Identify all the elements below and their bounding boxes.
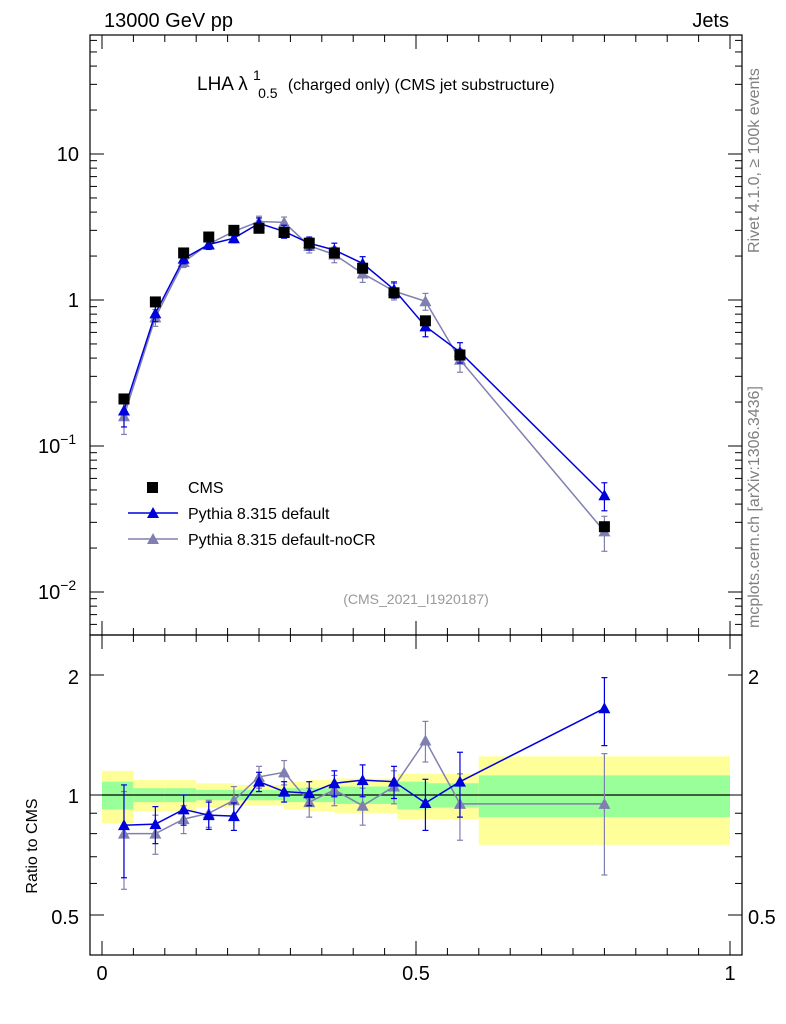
cms-point [388, 287, 400, 299]
header-right-label: Jets [692, 10, 729, 32]
legend-label-nocr: Pythia 8.315 default-noCR [188, 532, 376, 549]
rivet-version-label: Rivet 4.1.0, ≥ 100k events [746, 68, 763, 253]
nocr-ratio-point [356, 799, 369, 811]
cms-point [328, 247, 340, 259]
uncertainty-bands [102, 756, 730, 845]
title-rest: (charged only) (CMS jet substructure) [288, 77, 555, 94]
cms-point [303, 237, 315, 249]
analysis-id: (CMS_2021_I1920187) [343, 591, 489, 607]
cms-point [253, 222, 265, 234]
ytick-label-0.1-exp: −1 [60, 431, 76, 447]
xtick-label-0: 0 [96, 963, 107, 985]
default-ratio-point [598, 702, 611, 714]
default-ratio-line [123, 707, 605, 826]
ratio-ytick-label-0.5: 0.5 [51, 907, 79, 929]
default-ratio-point [388, 775, 401, 787]
ytick-label-0.1: 10−1 [38, 431, 76, 458]
ratio-ytick-label-2-right: 2 [748, 667, 759, 689]
default-ratio-point [419, 796, 432, 808]
ytick-label-0.01-exp: −2 [60, 577, 76, 593]
default-main-point [149, 307, 162, 319]
cms-point [178, 247, 190, 259]
cms-point [357, 262, 369, 274]
legend-label-default: Pythia 8.315 default [188, 506, 330, 523]
cms-point [149, 296, 161, 308]
default-ratio-point [117, 819, 130, 831]
default-ratio-point [227, 810, 240, 822]
default-ratio-point [303, 787, 316, 799]
ratio-ytick-label-1: 1 [68, 786, 79, 808]
default-ratio-point [253, 775, 265, 787]
ytick-label-1: 1 [68, 290, 79, 312]
nocr-ratio-point [278, 766, 291, 778]
plot-title: LHA λ 1 0.5 (charged only) (CMS jet subs… [197, 64, 555, 103]
nocr-main-point [278, 216, 291, 228]
default-main-point [598, 489, 611, 501]
nocr-main-line [123, 220, 605, 532]
cms-point [598, 521, 610, 533]
ratio-ytick-label-0.5-right: 0.5 [748, 907, 776, 929]
series-cms [118, 222, 610, 533]
default-ratio-point [149, 818, 162, 830]
legend-label-cms: CMS [188, 480, 224, 497]
cms-point [454, 349, 466, 361]
title-main: LHA λ [197, 74, 248, 95]
ytick-label-10: 10 [57, 144, 79, 166]
xtick-label-0.5: 0.5 [402, 963, 430, 985]
default-ratio-point [453, 775, 466, 787]
nocr-ratio-point [598, 797, 611, 809]
ytick-label-0.01: 10−2 [38, 577, 76, 604]
nocr-main-point [419, 295, 432, 307]
default-main-point [117, 404, 130, 416]
default-ratio-point [328, 777, 341, 789]
axes-frames [89, 34, 743, 956]
cms-point [228, 224, 240, 236]
cms-point [118, 393, 130, 405]
legend-marker-nocr [147, 533, 159, 544]
legend-marker-default [147, 507, 159, 518]
title-sup: 1 [253, 67, 261, 83]
default-ratio-point [356, 774, 369, 786]
ratio-ytick-label-2: 2 [68, 667, 79, 689]
cms-point [278, 226, 290, 238]
xtick-label-1: 1 [724, 963, 735, 985]
nocr-ratio-line [123, 739, 605, 835]
header-left-label: 13000 GeV pp [104, 10, 233, 32]
ratio-axis-label: Ratio to CMS [24, 798, 41, 893]
ytick-label-0.1-base: 10 [38, 436, 60, 458]
default-main-point [227, 232, 240, 244]
default-ratio-point [278, 785, 291, 797]
default-main-point [202, 238, 215, 250]
title-sub: 0.5 [258, 85, 278, 101]
mcplots-label: mcplots.cern.ch [arXiv:1306.3436] [746, 386, 763, 628]
legend-marker-cms [147, 482, 158, 493]
default-ratio-point [202, 809, 215, 821]
default-ratio-point [177, 803, 190, 815]
cms-point [203, 231, 215, 243]
legend: CMS Pythia 8.315 default Pythia 8.315 de… [128, 480, 376, 549]
ytick-label-0.01-base: 10 [38, 582, 60, 604]
cms-point [419, 315, 431, 327]
nocr-ratio-point [419, 734, 432, 746]
